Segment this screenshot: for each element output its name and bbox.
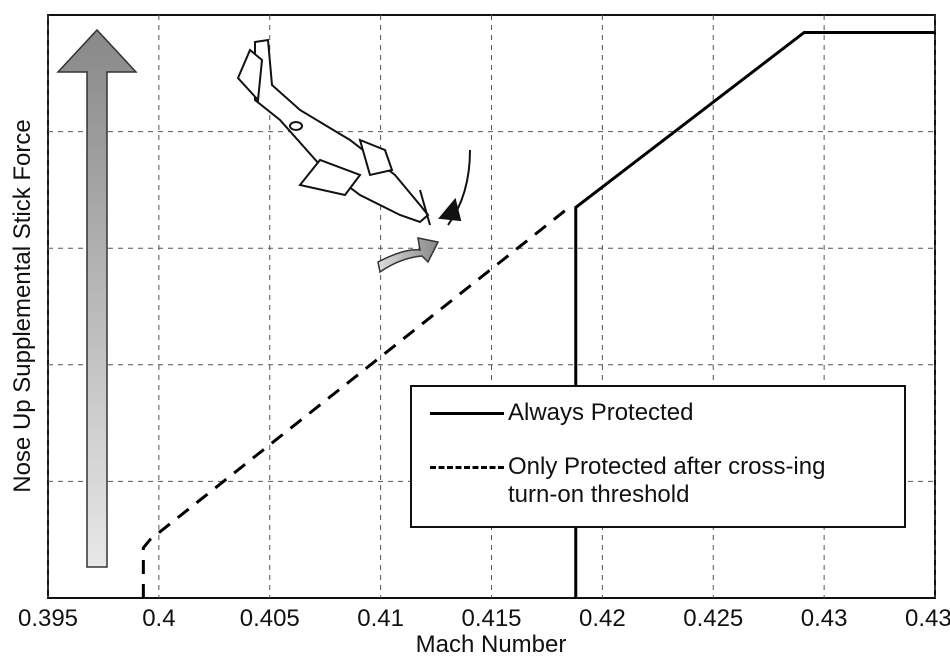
force-arrow	[56, 28, 138, 568]
x-tick-label: 0.415	[461, 605, 521, 632]
x-tick-label: 0.425	[683, 605, 743, 632]
x-tick-label: 0.4	[142, 605, 175, 632]
x-axis-label: Mach Number	[416, 631, 567, 658]
legend-label: Always Protected	[508, 399, 694, 426]
legend-swatch	[430, 466, 504, 469]
x-ticks: 0.395 0.4 0.405 0.41 0.415 0.42 0.425 0.43 0.435	[18, 605, 950, 632]
rotation-arrow	[377, 237, 440, 274]
series-line	[141, 206, 571, 598]
x-tick-label: 0.41	[357, 605, 404, 632]
legend-swatch	[430, 412, 504, 415]
x-tick-label: 0.43	[801, 605, 848, 632]
x-tick-label: 0.42	[579, 605, 626, 632]
legend-label: Only Protected after cross-ing turn-on t…	[508, 453, 826, 508]
y-axis-label: Nose Up Supplemental Stick Force	[9, 119, 36, 493]
legend-entry: Always Protected	[430, 399, 848, 427]
x-tick-label: 0.435	[905, 605, 950, 632]
x-tick-label: 0.405	[240, 605, 300, 632]
legend: Always Protected Only Protected after cro…	[410, 385, 906, 528]
legend-entry: Only Protected after cross-ing turn-on t…	[430, 453, 848, 509]
airplane-illustration	[236, 38, 471, 226]
x-tick-label: 0.395	[18, 605, 78, 632]
